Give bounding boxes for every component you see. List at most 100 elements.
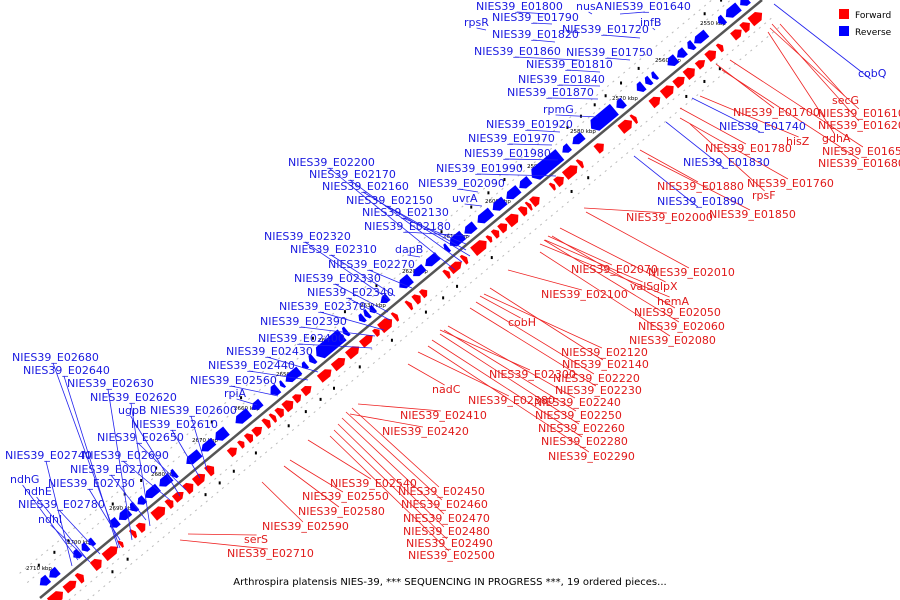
reverse-gene-label[interactable]: NIES39_E02640 xyxy=(23,364,110,377)
forward-gene-label[interactable]: NIES39_E02470 xyxy=(403,512,490,525)
forward-gene-label[interactable]: NIES39_E02120 xyxy=(561,346,648,359)
reverse-gene-label[interactable]: NIES39_E02390 xyxy=(260,315,347,328)
reverse-gene-label[interactable]: NIES39_E02270 xyxy=(328,258,415,271)
reverse-gene-label[interactable]: NIES39_E02310 xyxy=(290,243,377,256)
forward-gene-label[interactable]: hisZ xyxy=(786,135,810,148)
forward-gene-label[interactable]: secG xyxy=(832,94,859,107)
reverse-gene-label[interactable]: NIES39_E02320 xyxy=(264,230,351,243)
forward-gene-label[interactable]: NIES39_E01780 xyxy=(705,142,792,155)
reverse-gene-label[interactable]: NIES39_E02600 xyxy=(150,404,237,417)
forward-gene-label[interactable]: hemA xyxy=(657,295,689,308)
forward-gene-label[interactable]: NIES39_E02140 xyxy=(562,358,649,371)
reverse-gene-label[interactable]: NIES39_E02690 xyxy=(82,449,169,462)
forward-gene-label[interactable]: NIES39_E02010 xyxy=(648,266,735,279)
reverse-gene-label[interactable]: ndhE xyxy=(24,485,52,498)
reverse-gene-label[interactable]: NIES39_E01860 xyxy=(474,45,561,58)
forward-gene-label[interactable]: serS xyxy=(244,533,268,546)
reverse-gene-label[interactable]: NIES39_E01890 xyxy=(657,195,744,208)
forward-gene-label[interactable]: NIES39_E02410 xyxy=(400,409,487,422)
forward-gene-label[interactable]: NIES39_E02070 xyxy=(571,263,658,276)
forward-gene-label[interactable]: NIES39_E02000 xyxy=(626,211,713,224)
reverse-gene-label[interactable]: NIES39_E02650 xyxy=(97,431,184,444)
reverse-gene-label[interactable]: NIES39_E01740 xyxy=(719,120,806,133)
forward-gene-label[interactable]: rpsF xyxy=(752,189,776,202)
reverse-gene-label[interactable]: NIES39_E01750 xyxy=(566,46,653,59)
forward-gene-label[interactable]: NIES39_E01760 xyxy=(747,177,834,190)
forward-gene-label[interactable]: NIES39_E01700 xyxy=(733,106,820,119)
reverse-gene-label[interactable]: NIES39_E02330 xyxy=(294,272,381,285)
reverse-gene-label[interactable]: uvrA xyxy=(452,192,478,205)
reverse-gene-label[interactable]: NIES39_E02340 xyxy=(307,286,394,299)
forward-gene-label[interactable]: NIES39_E01880 xyxy=(657,180,744,193)
reverse-gene-label[interactable]: NIES39_E02400 xyxy=(258,332,345,345)
forward-gene-label[interactable]: NIES39_E02500 xyxy=(408,549,495,562)
reverse-gene-label[interactable]: NIES39_E01870 xyxy=(507,86,594,99)
reverse-gene-label[interactable]: NIES39_E01970 xyxy=(468,132,555,145)
forward-gene-label[interactable]: NIES39_E02250 xyxy=(535,409,622,422)
reverse-gene-label[interactable]: NIES39_E02180 xyxy=(364,220,451,233)
forward-gene-label[interactable]: NIES39_E02260 xyxy=(538,422,625,435)
forward-gene-label[interactable]: cobH xyxy=(508,316,536,329)
reverse-gene-label[interactable]: rpiA xyxy=(224,387,247,400)
reverse-gene-label[interactable]: NIES39_E02780 xyxy=(18,498,105,511)
reverse-gene-label[interactable]: ugpB xyxy=(118,404,146,417)
forward-gene-label[interactable]: NIES39_E02580 xyxy=(298,505,385,518)
reverse-gene-label[interactable]: NIES39_E02370 xyxy=(279,300,366,313)
forward-gene-label[interactable]: NIES39_E02080 xyxy=(629,334,716,347)
reverse-gene-label[interactable]: ndhG xyxy=(10,473,39,486)
reverse-gene-label[interactable]: NIES39_E01640 xyxy=(604,0,691,13)
reverse-gene-label[interactable]: NIES39_E02630 xyxy=(67,377,154,390)
reverse-gene-label[interactable]: NIES39_E02730 xyxy=(48,477,135,490)
forward-gene-label[interactable]: NIES39_E02590 xyxy=(262,520,349,533)
reverse-gene-label[interactable]: NIES39_E01800 xyxy=(476,0,563,13)
reverse-gene-label[interactable]: NIES39_E02740 xyxy=(5,449,92,462)
reverse-gene-label[interactable]: NIES39_E01980 xyxy=(464,147,551,160)
reverse-gene-label[interactable]: NIES39_E02440 xyxy=(208,359,295,372)
reverse-gene-label[interactable]: NIES39_E01840 xyxy=(518,73,605,86)
forward-gene-label[interactable]: NIES39_E02540 xyxy=(330,477,417,490)
forward-gene-label[interactable]: NIES39_E02240 xyxy=(534,396,621,409)
forward-gene-label[interactable]: NIES39_E01610 xyxy=(818,107,900,120)
reverse-gene-label[interactable]: NIES39_E02700 xyxy=(70,463,157,476)
forward-gene-label[interactable]: NIES39_E02280 xyxy=(541,435,628,448)
reverse-gene-label[interactable]: NIES39_E01720 xyxy=(562,23,649,36)
forward-gene-label[interactable]: NIES39_E02420 xyxy=(382,425,469,438)
forward-gene-label[interactable]: gdhA xyxy=(822,132,851,145)
reverse-gene-label[interactable]: NIES39_E01830 xyxy=(683,156,770,169)
forward-gene-label[interactable]: NIES39_E02450 xyxy=(398,485,485,498)
reverse-gene-label[interactable]: NIES39_E01920 xyxy=(486,118,573,131)
reverse-gene-label[interactable]: NIES39_E02160 xyxy=(322,180,409,193)
forward-gene-label[interactable]: nadC xyxy=(432,383,461,396)
reverse-gene-label[interactable]: ndhI xyxy=(38,513,62,526)
reverse-gene-label[interactable]: NIES39_E02430 xyxy=(226,345,313,358)
reverse-gene-label[interactable]: infB xyxy=(640,16,661,29)
forward-gene-label[interactable]: NIES39_E01850 xyxy=(709,208,796,221)
forward-gene-label[interactable]: NIES39_E02460 xyxy=(401,498,488,511)
reverse-gene-label[interactable]: NIES39_E01790 xyxy=(492,11,579,24)
forward-gene-label[interactable]: NIES39_E02490 xyxy=(406,537,493,550)
forward-gene-label[interactable]: NIES39_E02050 xyxy=(634,306,721,319)
reverse-gene-label[interactable]: cobQ xyxy=(858,67,887,80)
reverse-gene-label[interactable]: NIES39_E02620 xyxy=(90,391,177,404)
reverse-gene-label[interactable]: NIES39_E02680 xyxy=(12,351,99,364)
forward-gene-label[interactable]: NIES39_E01680 xyxy=(818,157,900,170)
reverse-gene-label[interactable]: nusA xyxy=(576,0,604,13)
reverse-gene-label[interactable]: NIES39_E02610 xyxy=(131,418,218,431)
forward-gene-label[interactable]: NIES39_E01650 xyxy=(822,145,900,158)
forward-gene-label[interactable]: NIES39_E02300 xyxy=(489,368,576,381)
forward-gene-label[interactable]: NIES39_E02290 xyxy=(548,450,635,463)
reverse-gene-label[interactable]: dapB xyxy=(395,243,423,256)
reverse-gene-label[interactable]: rpsR xyxy=(464,16,489,29)
forward-gene-label[interactable]: NIES39_E01620 xyxy=(818,119,900,132)
reverse-gene-label[interactable]: NIES39_E02130 xyxy=(362,206,449,219)
reverse-gene-label[interactable]: NIES39_E01820 xyxy=(492,28,579,41)
forward-gene-label[interactable]: valS xyxy=(630,280,653,293)
reverse-gene-label[interactable]: NIES39_E02560 xyxy=(190,374,277,387)
forward-gene-label[interactable]: glpX xyxy=(653,280,678,293)
reverse-gene-label[interactable]: NIES39_E01810 xyxy=(526,58,613,71)
forward-gene-label[interactable]: NIES39_E02550 xyxy=(302,490,389,503)
reverse-gene-label[interactable]: NIES39_E02090 xyxy=(418,177,505,190)
forward-gene-label[interactable]: NIES39_E02230 xyxy=(555,384,642,397)
forward-gene-label[interactable]: NIES39_E02100 xyxy=(541,288,628,301)
reverse-gene-label[interactable]: NIES39_E01990 xyxy=(436,162,523,175)
